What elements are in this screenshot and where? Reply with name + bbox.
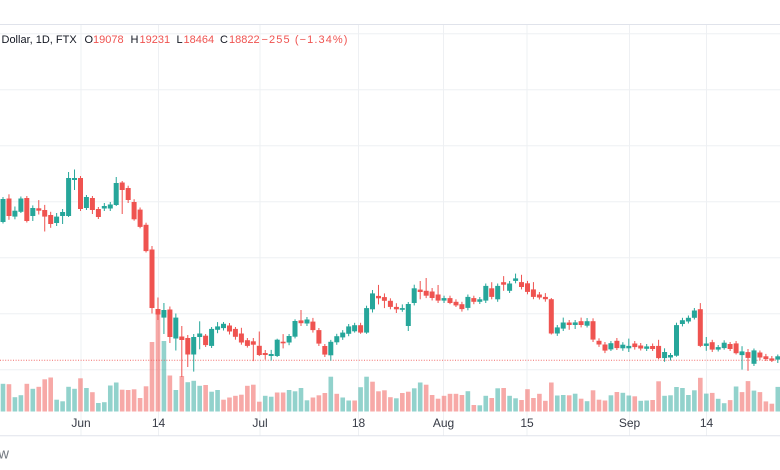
- svg-text:18464: 18464: [184, 34, 215, 46]
- svg-text:15: 15: [520, 416, 534, 430]
- svg-text:O: O: [85, 34, 94, 46]
- svg-text:14: 14: [700, 416, 714, 430]
- svg-text:Sep: Sep: [619, 416, 641, 430]
- svg-text:18: 18: [352, 416, 366, 430]
- svg-text:w: w: [0, 447, 10, 463]
- svg-text:19078: 19078: [93, 34, 124, 46]
- svg-text:Jun: Jun: [71, 416, 90, 430]
- svg-text:−255 (−1.34%): −255 (−1.34%): [262, 34, 349, 46]
- svg-text:Dollar, 1D, FTX: Dollar, 1D, FTX: [2, 34, 78, 46]
- svg-text:Jul: Jul: [252, 416, 267, 430]
- svg-text:H: H: [131, 34, 139, 46]
- svg-text:C: C: [220, 34, 228, 46]
- svg-text:14: 14: [152, 416, 166, 430]
- svg-text:L: L: [177, 34, 183, 46]
- svg-text:18822: 18822: [229, 34, 260, 46]
- svg-text:Aug: Aug: [433, 416, 454, 430]
- svg-text:19231: 19231: [140, 34, 171, 46]
